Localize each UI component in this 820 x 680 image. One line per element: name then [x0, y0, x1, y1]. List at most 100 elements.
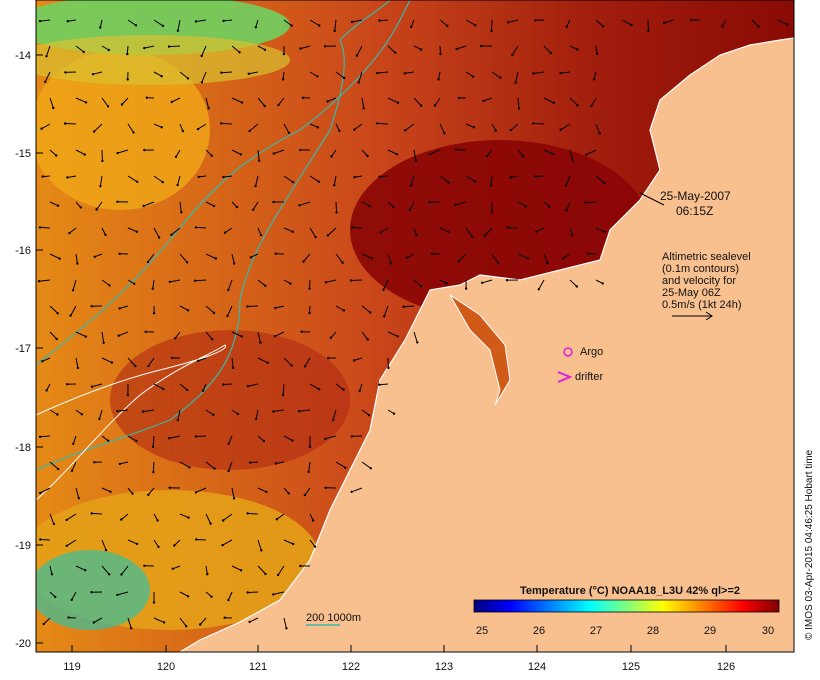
- colorbar-title: Temperature (°C) NOAA18_L3U 42% ql>=2: [520, 585, 740, 597]
- velocity-arrow: [335, 383, 344, 390]
- velocity-arrow: [223, 19, 233, 22]
- velocity-arrow: [439, 19, 448, 27]
- velocity-arrow: [257, 97, 266, 107]
- velocity-arrow: [221, 122, 233, 125]
- velocity-arrow: [333, 175, 337, 186]
- velocity-arrow-head: [565, 25, 568, 28]
- velocity-arrow-head: [147, 493, 150, 496]
- velocity-arrow-head: [281, 78, 285, 81]
- velocity-arrow: [49, 149, 57, 156]
- velocity-arrow-head: [52, 106, 55, 110]
- velocity-arrow-head: [212, 311, 216, 315]
- velocity-arrow: [465, 227, 473, 237]
- velocity-arrow: [257, 435, 265, 442]
- velocity-arrow-head: [396, 335, 399, 338]
- velocity-arrow-head: [274, 252, 277, 255]
- velocity-arrow: [223, 175, 233, 178]
- velocity-arrow-head: [316, 126, 319, 129]
- velocity-arrow-head: [82, 50, 85, 54]
- velocity-arrow-head: [601, 25, 605, 28]
- velocity-arrow: [383, 279, 389, 290]
- velocity-arrow: [309, 71, 318, 77]
- velocity-arrow: [560, 71, 571, 74]
- velocity-arrow-head: [211, 338, 214, 341]
- velocity-arrow-head: [136, 180, 139, 183]
- velocity-arrow: [410, 19, 415, 28]
- velocity-arrow-head: [663, 21, 666, 25]
- date-label: 25-May-2007: [660, 189, 731, 203]
- velocity-arrow-head: [428, 201, 431, 204]
- velocity-arrow-head: [207, 107, 210, 110]
- velocity-arrow: [335, 305, 345, 311]
- velocity-arrow: [335, 71, 345, 79]
- velocity-arrow-head: [366, 338, 369, 341]
- velocity-arrow-head: [353, 128, 356, 131]
- sst-patch-red-mid: [110, 330, 350, 470]
- velocity-arrow-head: [236, 412, 240, 416]
- lat-tick-label: -17: [15, 343, 31, 355]
- velocity-arrow-head: [55, 337, 58, 341]
- velocity-arrow: [177, 409, 181, 421]
- velocity-arrow: [71, 591, 77, 601]
- velocity-arrow-head: [260, 549, 263, 552]
- velocity-arrow: [69, 227, 77, 234]
- velocity-arrow-head: [93, 461, 96, 464]
- velocity-arrow-head: [107, 573, 111, 576]
- velocity-arrow: [354, 175, 363, 178]
- velocity-arrow-head: [118, 307, 121, 310]
- velocity-arrow-head: [90, 305, 93, 308]
- velocity-arrow-head: [690, 18, 693, 22]
- velocity-arrow: [257, 357, 269, 364]
- velocity-arrow: [43, 617, 51, 625]
- velocity-arrow-head: [506, 21, 510, 24]
- velocity-arrow-head: [308, 445, 312, 448]
- velocity-arrow-head: [144, 330, 147, 333]
- velocity-arrow-head: [52, 522, 56, 526]
- velocity-arrow: [198, 175, 207, 178]
- velocity-arrow: [595, 123, 601, 134]
- velocity-arrow-head: [496, 261, 500, 265]
- velocity-arrow-head: [231, 366, 235, 370]
- argo-label: Argo: [580, 346, 603, 358]
- velocity-arrow-head: [246, 512, 249, 515]
- velocity-arrow-head: [549, 51, 553, 55]
- velocity-arrow: [179, 617, 187, 627]
- lon-tick-label: 123: [435, 661, 453, 673]
- velocity-arrow-head: [303, 365, 307, 368]
- lon-tick-label: 124: [528, 661, 546, 673]
- velocity-arrow-head: [197, 359, 200, 362]
- velocity-arrow-head: [126, 393, 130, 397]
- velocity-arrow: [275, 461, 285, 464]
- velocity-arrow: [179, 123, 184, 132]
- velocity-arrow: [515, 71, 519, 83]
- velocity-arrow: [75, 487, 80, 499]
- velocity-arrow: [439, 45, 441, 55]
- velocity-arrow: [118, 331, 129, 337]
- velocity-arrow: [179, 461, 190, 468]
- velocity-arrow-head: [273, 335, 277, 338]
- velocity-arrow-head: [185, 388, 189, 392]
- velocity-arrow: [361, 331, 369, 340]
- velocity-arrow-head: [454, 203, 457, 206]
- velocity-arrow: [117, 149, 129, 154]
- velocity-arrow-head: [378, 175, 381, 178]
- velocity-arrow-head: [282, 52, 286, 56]
- velocity-arrow-head: [104, 233, 107, 237]
- velocity-arrow: [543, 253, 548, 264]
- bathymetry-contour-1000m: [36, 0, 391, 471]
- velocity-arrow-head: [499, 76, 502, 79]
- velocity-arrow: [351, 19, 363, 23]
- velocity-arrow: [283, 357, 293, 366]
- velocity-arrow-head: [584, 201, 587, 204]
- velocity-arrow: [456, 45, 467, 50]
- velocity-arrow: [283, 19, 292, 27]
- velocity-arrow: [410, 175, 415, 186]
- velocity-arrow-head: [174, 337, 177, 340]
- velocity-arrow: [351, 487, 363, 493]
- velocity-arrow-head: [133, 282, 136, 285]
- velocity-arrow-head: [447, 181, 450, 184]
- velocity-arrow-head: [65, 518, 68, 522]
- velocity-arrow-head: [564, 184, 568, 187]
- velocity-arrow: [46, 45, 51, 57]
- velocity-arrow-head: [387, 366, 390, 370]
